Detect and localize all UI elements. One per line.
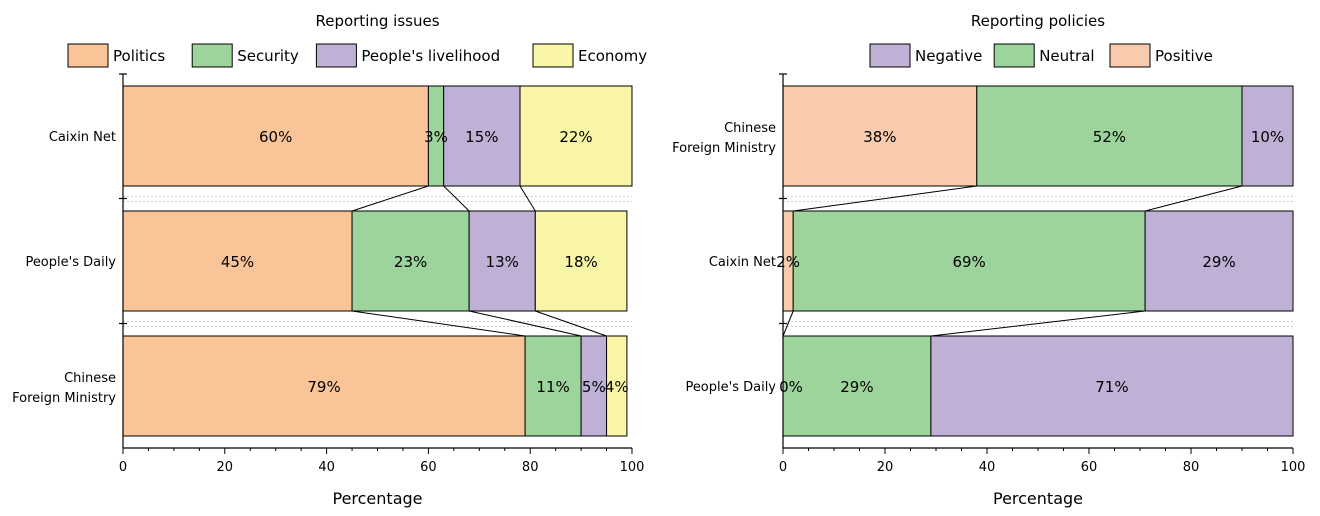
legend-swatch xyxy=(1109,43,1151,68)
bar-segment xyxy=(519,85,633,187)
data-label: 71% xyxy=(1095,378,1128,396)
x-tick-label: 80 xyxy=(1183,460,1200,475)
legend-entry: Politics xyxy=(113,47,165,65)
bar-segment xyxy=(930,335,1294,437)
legend: Politics Security People's livelihood Econo… xyxy=(67,43,647,68)
connector-line xyxy=(782,310,794,337)
chart-panel-1: Reporting issues Politics Security People's… xyxy=(12,12,647,508)
data-label: 29% xyxy=(840,378,873,396)
bar-segment xyxy=(606,335,628,437)
legend-entry: Positive xyxy=(1155,47,1213,65)
bar-group: 45% 23% 13% 18% xyxy=(122,210,628,312)
bar-segment xyxy=(122,85,429,187)
x-tick-label: 20 xyxy=(217,460,234,475)
data-label: 38% xyxy=(863,128,896,146)
legend-entry: Neutral xyxy=(1039,47,1094,65)
connector-line xyxy=(930,310,1146,337)
data-label: 79% xyxy=(307,378,340,396)
x-tick-label: 40 xyxy=(979,460,996,475)
connector-line xyxy=(793,185,977,212)
category-label: People's Daily xyxy=(685,380,776,395)
category-label: Caixin Net xyxy=(709,255,776,270)
data-label: 18% xyxy=(564,253,597,271)
legend-entry: Negative xyxy=(915,47,982,65)
category-label: Caixin Net xyxy=(49,130,116,145)
data-label: 29% xyxy=(1202,253,1235,271)
legend-swatch xyxy=(532,43,574,68)
bar-group: 79% 11% 5% 4% xyxy=(122,335,629,437)
bar-segment xyxy=(782,335,932,437)
bar-group: 60% 3% 15% 22% xyxy=(122,85,633,187)
category-label: Foreign Ministry xyxy=(672,141,776,156)
data-label: 3% xyxy=(424,128,448,146)
legend-entry: Economy xyxy=(578,47,647,65)
connector-line xyxy=(351,185,429,212)
data-label: 11% xyxy=(536,378,569,396)
legend-entry: People's livelihood xyxy=(361,47,500,65)
bar-segment xyxy=(976,85,1243,187)
category-label: Chinese xyxy=(724,121,776,136)
data-label: 10% xyxy=(1251,128,1284,146)
chart-title: Reporting policies xyxy=(971,12,1105,30)
data-label: 45% xyxy=(221,253,254,271)
data-label: 4% xyxy=(605,378,629,396)
x-tick-label: 100 xyxy=(620,460,645,475)
bar-group: 38% 52% 10% xyxy=(782,85,1294,187)
bar-segment xyxy=(443,85,521,187)
x-tick-label: 40 xyxy=(318,460,335,475)
connector-line xyxy=(469,310,582,337)
legend-swatch xyxy=(191,43,233,68)
bar-segment xyxy=(580,335,608,437)
data-label: 15% xyxy=(465,128,498,146)
data-label: 23% xyxy=(394,253,427,271)
connector-line xyxy=(443,185,470,212)
data-label: 60% xyxy=(259,128,292,146)
bar-segment xyxy=(792,210,1146,312)
legend-swatch xyxy=(869,43,911,68)
connector-line xyxy=(519,185,536,212)
bar-segment xyxy=(468,210,536,312)
data-label: 13% xyxy=(486,253,519,271)
bar-segment xyxy=(351,210,470,312)
x-tick-label: 60 xyxy=(1081,460,1098,475)
chart-panel-2: Reporting policies Negative Neutral Positiv… xyxy=(672,12,1305,508)
legend: Negative Neutral Positive xyxy=(869,43,1213,68)
x-tick-label: 80 xyxy=(522,460,539,475)
bar-group: 2% 69% 29% xyxy=(776,210,1294,312)
category-label: Foreign Ministry xyxy=(12,391,116,406)
category-label: Chinese xyxy=(64,371,116,386)
x-axis-label: Percentage xyxy=(993,489,1083,508)
data-label: 5% xyxy=(582,378,606,396)
bar-segment xyxy=(534,210,628,312)
data-label: 69% xyxy=(952,253,985,271)
bar-segment xyxy=(782,85,978,187)
connector-line xyxy=(1144,185,1243,212)
legend-swatch xyxy=(67,43,109,68)
x-tick-label: 0 xyxy=(779,460,787,475)
x-tick-label: 0 xyxy=(119,460,127,475)
data-label: 2% xyxy=(776,253,800,271)
legend-swatch xyxy=(315,43,357,68)
data-label: 0% xyxy=(779,378,803,396)
chart-title: Reporting issues xyxy=(315,12,439,30)
category-label: People's Daily xyxy=(25,255,116,270)
bar-segment xyxy=(1144,210,1294,312)
x-tick-label: 100 xyxy=(1281,460,1306,475)
legend-entry: Security xyxy=(237,47,299,65)
bar-segment xyxy=(1241,85,1294,187)
x-axis-label: Percentage xyxy=(332,489,422,508)
bar-group: 0% 29% 71% xyxy=(779,335,1294,437)
x-tick-label: 20 xyxy=(877,460,894,475)
connector-line xyxy=(535,310,607,337)
bar-segment xyxy=(524,335,582,437)
bar-segment xyxy=(122,210,353,312)
bar-segment xyxy=(122,335,526,437)
data-label: 22% xyxy=(559,128,592,146)
x-tick-label: 60 xyxy=(420,460,437,475)
legend-swatch xyxy=(993,43,1035,68)
connector-line xyxy=(351,310,526,337)
data-label: 52% xyxy=(1093,128,1126,146)
